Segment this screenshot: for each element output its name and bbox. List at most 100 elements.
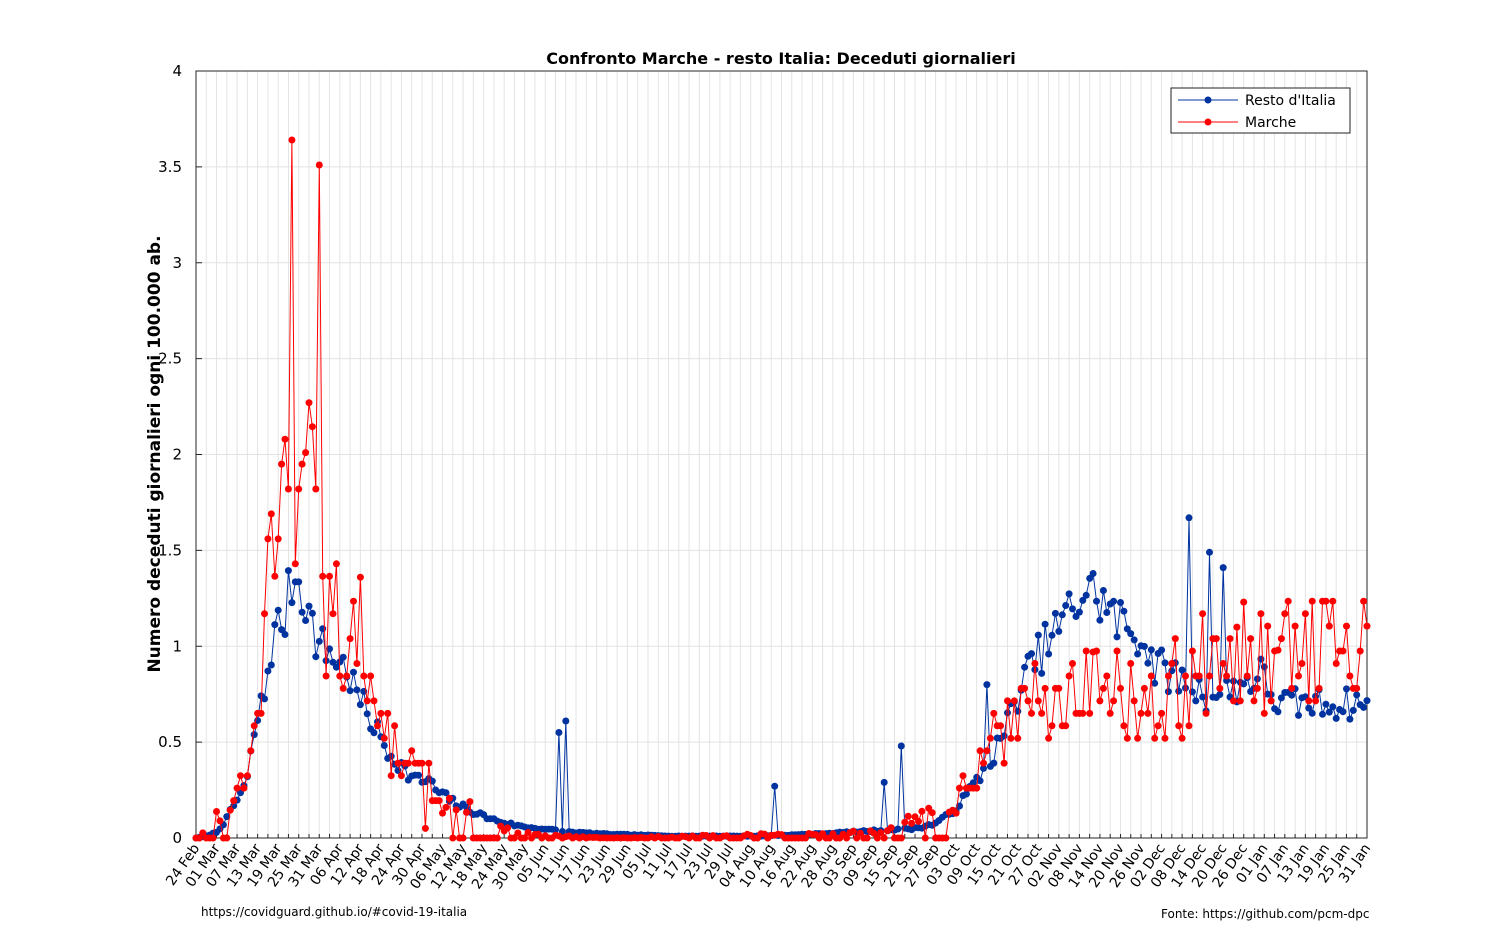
data-point [326, 572, 333, 580]
data-point [1130, 636, 1138, 644]
data-point [1240, 598, 1248, 606]
data-point [1093, 647, 1100, 655]
data-point [240, 784, 248, 792]
data-point [288, 136, 296, 144]
data-point [322, 672, 330, 680]
data-point [216, 817, 224, 825]
data-point [435, 797, 443, 805]
data-point [271, 572, 279, 580]
data-point [363, 697, 371, 705]
data-point [1151, 679, 1159, 687]
data-point [370, 729, 378, 737]
data-point [1069, 605, 1076, 613]
data-point [562, 717, 570, 725]
y-tick-label: 3.5 [158, 158, 182, 176]
data-point [771, 782, 779, 790]
data-point [1175, 722, 1183, 730]
data-point [843, 834, 851, 842]
data-point [1082, 591, 1090, 599]
data-point [894, 825, 902, 833]
data-point [1099, 684, 1107, 692]
data-point [1332, 660, 1340, 667]
data-point [298, 460, 306, 468]
y-tick-label: 3 [172, 254, 182, 272]
data-point [918, 807, 926, 815]
data-point [356, 701, 364, 709]
y-tick-label: 1 [172, 637, 182, 655]
data-point [1264, 622, 1272, 630]
data-point [986, 734, 994, 742]
data-point [1360, 597, 1368, 605]
data-point [524, 829, 532, 836]
data-point [1062, 722, 1070, 730]
data-point [1175, 687, 1183, 695]
data-point [329, 610, 337, 618]
data-point [226, 806, 234, 814]
data-point [552, 826, 559, 834]
data-point [1188, 647, 1196, 655]
data-point [1110, 697, 1118, 705]
data-point [1291, 622, 1299, 630]
data-point [315, 161, 323, 169]
data-point [1339, 708, 1347, 716]
data-point [880, 834, 888, 842]
data-point [1079, 596, 1087, 604]
data-point [1038, 709, 1046, 717]
data-point [1363, 697, 1371, 705]
data-point [387, 772, 395, 780]
data-point [377, 709, 385, 717]
data-point [1137, 709, 1145, 717]
data-point [1312, 697, 1320, 705]
data-point [1219, 564, 1227, 572]
data-point [223, 834, 231, 842]
data-point [1329, 597, 1337, 605]
data-point [863, 834, 871, 842]
data-point [1065, 672, 1073, 680]
data-point [442, 789, 450, 797]
data-point [1045, 650, 1053, 658]
data-point [350, 668, 357, 676]
data-point [1363, 622, 1371, 630]
y-tick-label: 1.5 [158, 541, 182, 559]
data-point [928, 809, 936, 817]
chart-title: Confronto Marche - resto Italia: Decedut… [546, 49, 1016, 68]
data-point [380, 734, 388, 742]
data-point [1322, 700, 1330, 708]
data-point [1021, 663, 1029, 671]
data-point [1158, 709, 1166, 717]
data-point [1192, 697, 1200, 705]
data-point [1305, 697, 1313, 705]
data-point [997, 722, 1005, 730]
data-point [1038, 669, 1046, 677]
data-point [1140, 684, 1148, 692]
data-point [555, 729, 563, 736]
data-point [1230, 677, 1237, 685]
data-point [339, 684, 347, 692]
data-point [1250, 697, 1258, 705]
data-point [1185, 722, 1193, 730]
data-point [209, 834, 217, 842]
data-point [1041, 620, 1049, 628]
data-point [1065, 590, 1073, 598]
data-point [250, 731, 258, 739]
data-point [1123, 734, 1131, 742]
y-tick-label: 0.5 [158, 733, 182, 751]
footnote-data-source: Fonte: https://github.com/pcm-dpc [1161, 907, 1370, 921]
y-tick-label: 0 [172, 829, 182, 847]
data-point [1010, 697, 1018, 705]
data-point [1041, 684, 1049, 692]
data-point [295, 578, 303, 586]
data-point [459, 834, 467, 842]
data-point [1113, 647, 1121, 655]
data-point [391, 722, 399, 730]
data-point [983, 747, 991, 755]
data-point [257, 709, 265, 717]
legend: Resto d'Italia Marche [1170, 87, 1351, 134]
data-point [1233, 623, 1241, 631]
data-point [1295, 672, 1302, 680]
data-point [1007, 734, 1015, 742]
data-point [336, 672, 344, 680]
data-point [445, 794, 453, 802]
data-point [397, 772, 405, 780]
data-point [295, 485, 303, 493]
